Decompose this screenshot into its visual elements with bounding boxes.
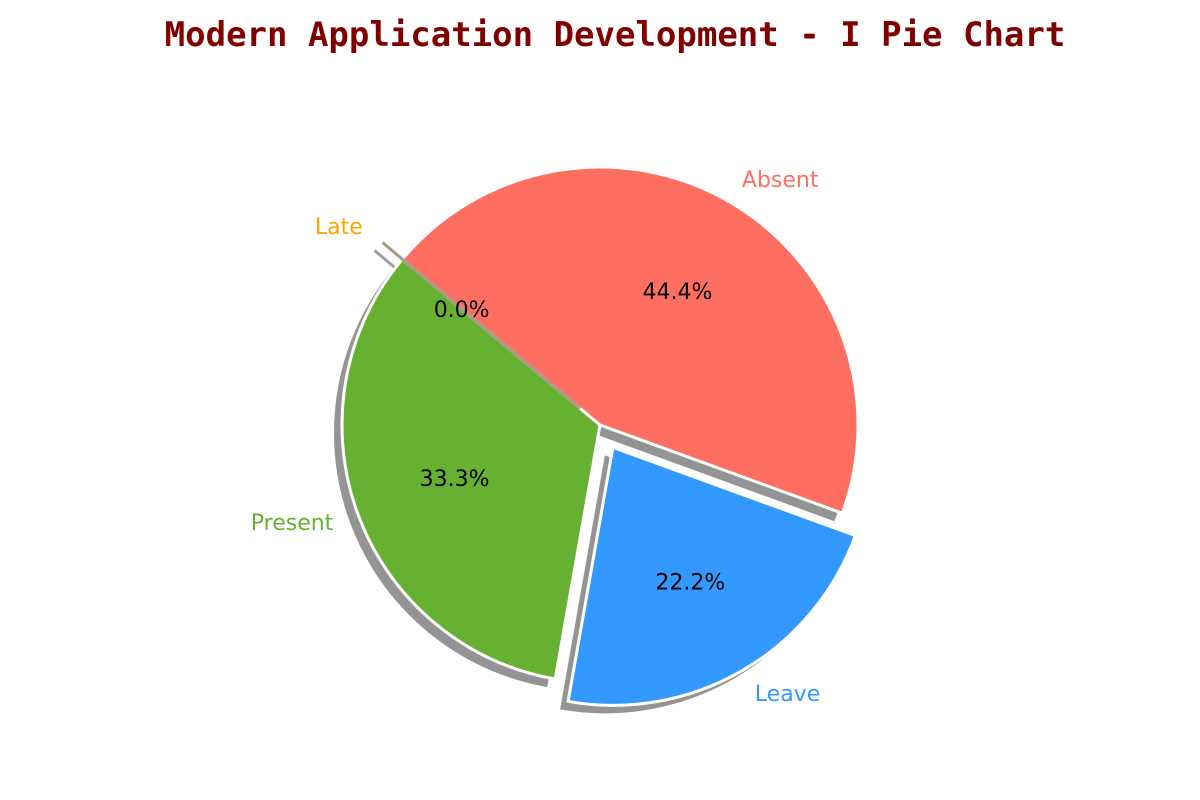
slice-labels: 33.3% Present 22.2% Leave 44.4% Absent 0.0% Lat… — [251, 168, 820, 707]
pct-label-leave: 22.2% — [655, 570, 725, 595]
slice-present — [340, 257, 602, 681]
slice-late — [381, 241, 582, 410]
slice-absent — [400, 165, 860, 515]
pct-label-late: 0.0% — [434, 298, 490, 323]
category-label-leave: Leave — [755, 682, 820, 707]
category-label-present: Present — [251, 511, 334, 536]
pct-label-absent: 44.4% — [642, 280, 712, 305]
pie-slices — [340, 165, 860, 707]
slice-leave — [566, 445, 857, 707]
pct-label-present: 33.3% — [420, 467, 490, 492]
category-label-late: Late — [315, 215, 363, 240]
chart-title: Modern Application Development - I Pie C… — [165, 15, 1066, 55]
category-label-absent: Absent — [742, 168, 819, 193]
